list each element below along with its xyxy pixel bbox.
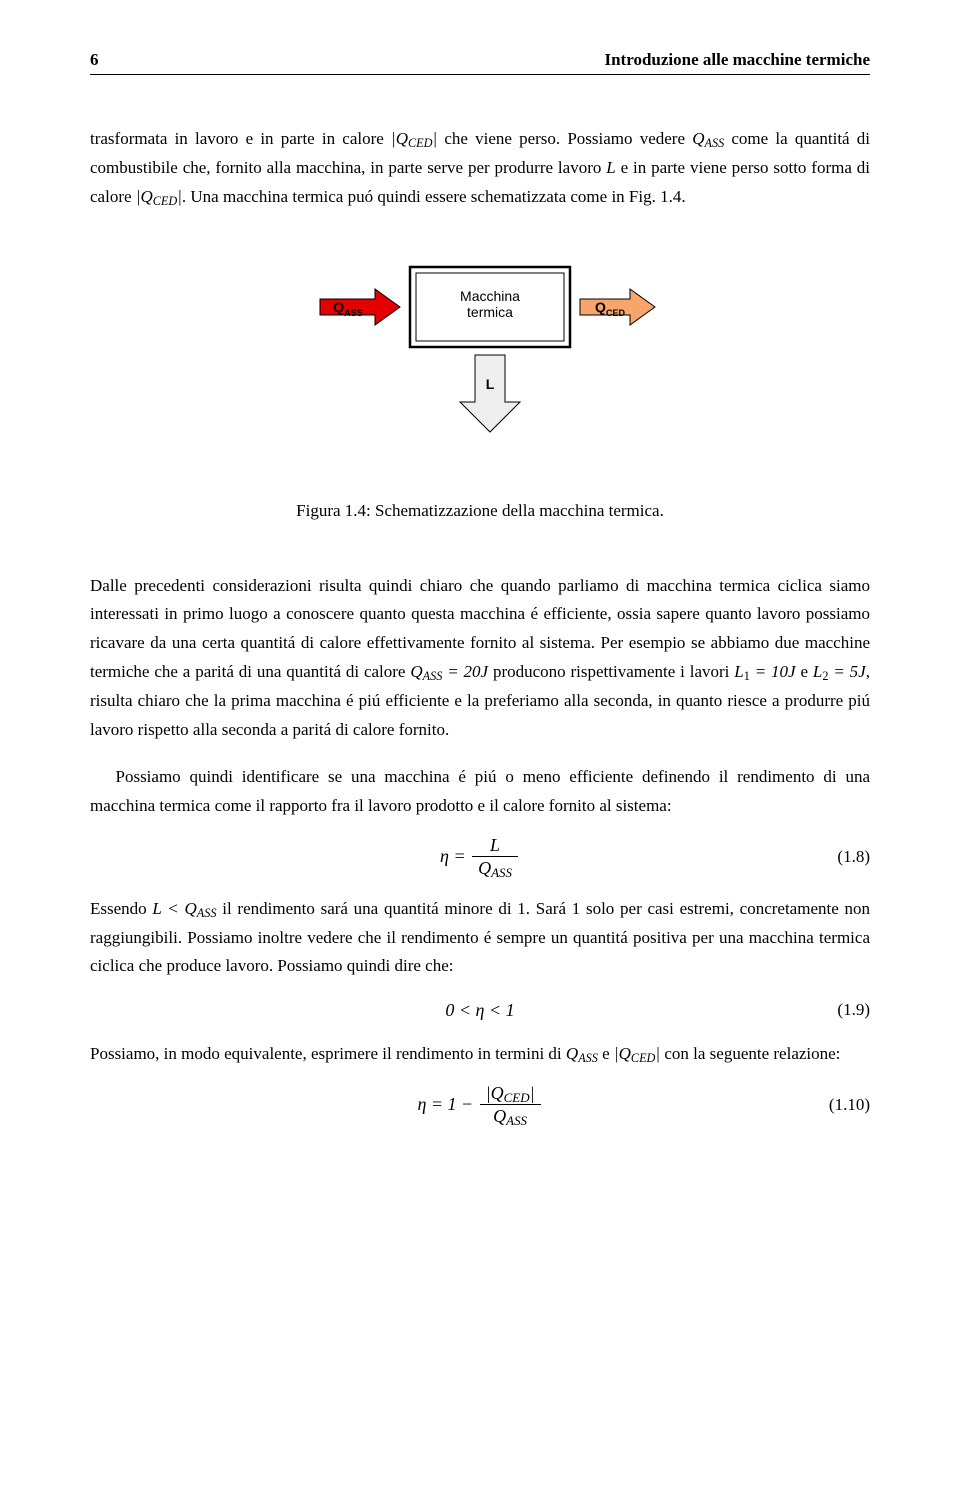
sym-qced-abs-2: |Q [136, 187, 153, 206]
down-arrow-label: L [486, 376, 495, 392]
sym-qced-abs-3: |Q [614, 1044, 631, 1063]
machine-box-label: Macchinatermica [460, 288, 520, 320]
figure-1-4: QASS Macchinatermica QCED L Figura 1.4: … [90, 237, 870, 526]
eq110-number: (1.10) [829, 1091, 870, 1120]
eq110-one-minus: 1 − [448, 1094, 478, 1114]
paragraph-5: Possiamo, in modo equivalente, esprimere… [90, 1040, 870, 1069]
p5-c: con la seguente relazione: [660, 1044, 840, 1063]
eq110-eq: = [426, 1094, 447, 1114]
sym-L2: L [813, 662, 822, 681]
sym-qass-sub: ASS [704, 136, 724, 150]
paragraph-3: Possiamo quindi identificare se una macc… [90, 763, 870, 821]
p5-b: e [598, 1044, 614, 1063]
p1-e: . Una macchina termica puó quindi essere… [182, 187, 686, 206]
input-arrow [320, 289, 400, 325]
output-arrow [580, 289, 655, 325]
p1-a: trasformata in lavoro e in parte in calo… [90, 129, 391, 148]
eq110-frac: |QCED|QASS [480, 1083, 541, 1129]
sym-L1: L [734, 662, 743, 681]
sym-eq-qass-val: = 20J [442, 662, 488, 681]
sym-qass-2: Q [410, 662, 422, 681]
eq18-num-L: L [490, 835, 500, 855]
down-arrow [460, 355, 520, 432]
p1-b: che viene perso. Possiamo vedere [437, 129, 692, 148]
sym-L: L [606, 158, 615, 177]
p2-c: e [796, 662, 813, 681]
figure-svg: QASS Macchinatermica QCED L [280, 237, 680, 487]
eq18-eq: = [449, 846, 470, 866]
sym-qced-sub: CED [408, 136, 432, 150]
sym-qass: Q [692, 129, 704, 148]
sym-L-3: L [152, 899, 161, 918]
chapter-title: Introduzione alle macchine termiche [604, 50, 870, 70]
paragraph-2: Dalle precedenti considerazioni risulta … [90, 572, 870, 745]
sym-lt: < [162, 899, 185, 918]
eq110-den-sub: ASS [506, 1114, 527, 1129]
figure-caption: Figura 1.4: Schematizzazione della macch… [90, 497, 870, 526]
eq18-frac: LQASS [472, 835, 518, 881]
eq18-number: (1.8) [837, 843, 870, 872]
page: 6 Introduzione alle macchine termiche tr… [0, 0, 960, 1501]
p4-a: Essendo [90, 899, 152, 918]
sym-qass-sub-4: ASS [578, 1051, 598, 1065]
sym-L2-val: = 5J [828, 662, 865, 681]
eq110-num-sub: CED [504, 1090, 530, 1105]
sym-qced-sub-2: CED [153, 194, 177, 208]
sym-qass-sub-2: ASS [423, 669, 443, 683]
body-text: trasformata in lavoro e in parte in calo… [90, 125, 870, 1129]
paragraph-1: trasformata in lavoro e in parte in calo… [90, 125, 870, 212]
sym-qass-3: Q [185, 899, 197, 918]
sym-qced-abs: |Q [391, 129, 408, 148]
running-head: 6 Introduzione alle macchine termiche [90, 50, 870, 75]
p2-b: producono rispettivamente i lavori [488, 662, 734, 681]
eq19-one: 1 [506, 1000, 515, 1020]
equation-1-8: η = LQASS (1.8) [90, 835, 870, 881]
sym-L1-val: = 10J [750, 662, 796, 681]
eq19-lt2: < [484, 1000, 505, 1020]
sym-qass-4: Q [566, 1044, 578, 1063]
eq110-den-Q: Q [493, 1106, 506, 1126]
eq110-num-close: | [530, 1083, 535, 1103]
eq18-den-Q: Q [478, 858, 491, 878]
p5-a: Possiamo, in modo equivalente, esprimere… [90, 1044, 566, 1063]
eq110-num-abs: |Q [486, 1083, 504, 1103]
eq19-lt1: < [454, 1000, 475, 1020]
sym-qass-sub-3: ASS [197, 906, 217, 920]
sym-qced-sub-3: CED [631, 1051, 655, 1065]
eq18-eta: η [440, 846, 449, 866]
equation-1-10: η = 1 − |QCED|QASS (1.10) [90, 1083, 870, 1129]
page-number: 6 [90, 50, 99, 70]
paragraph-4: Essendo L < QASS il rendimento sará una … [90, 895, 870, 982]
equation-1-9: 0 < η < 1 (1.9) [90, 995, 870, 1026]
eq19-number: (1.9) [837, 996, 870, 1025]
eq18-den-sub: ASS [491, 866, 512, 881]
